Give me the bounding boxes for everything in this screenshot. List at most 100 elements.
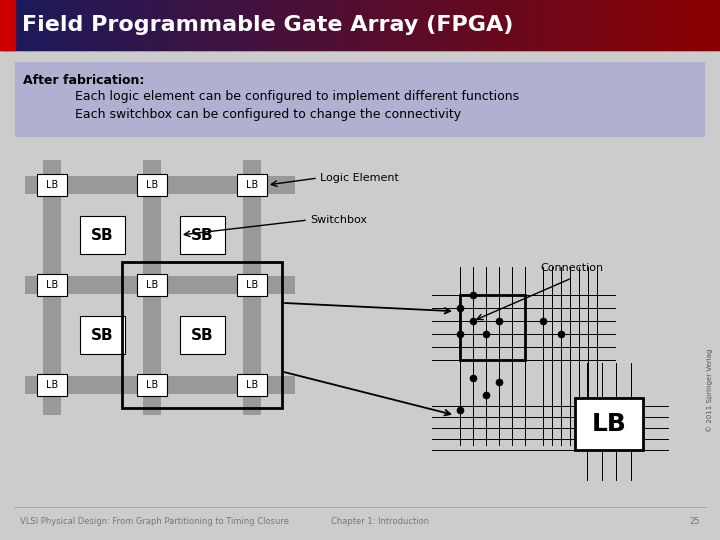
Bar — [365, 0, 368, 50]
Bar — [120, 0, 123, 50]
Bar — [259, 0, 263, 50]
Bar — [557, 0, 560, 50]
Bar — [65, 0, 68, 50]
Bar — [144, 0, 148, 50]
Bar — [389, 0, 392, 50]
Bar — [50, 0, 54, 50]
Bar — [271, 0, 274, 50]
Bar — [137, 374, 167, 396]
Bar — [0, 0, 15, 50]
Bar — [401, 0, 404, 50]
Bar — [247, 0, 251, 50]
Bar — [518, 0, 522, 50]
Bar — [502, 0, 505, 50]
Bar — [37, 174, 67, 196]
Bar — [125, 0, 128, 50]
Bar — [460, 295, 525, 360]
Bar — [441, 0, 445, 50]
Bar — [475, 0, 479, 50]
Bar — [341, 0, 344, 50]
Bar — [53, 0, 56, 50]
Bar — [526, 0, 529, 50]
Bar — [662, 0, 666, 50]
Bar — [317, 0, 320, 50]
Bar — [466, 0, 469, 50]
Bar — [590, 0, 594, 50]
Text: LB: LB — [246, 380, 258, 390]
Bar — [135, 0, 138, 50]
Bar — [194, 0, 198, 50]
Bar — [237, 374, 267, 396]
Bar — [80, 216, 125, 254]
Bar — [516, 0, 519, 50]
Bar — [490, 0, 493, 50]
Bar — [343, 0, 346, 50]
Bar — [528, 0, 531, 50]
Text: LB: LB — [46, 280, 58, 290]
Bar — [713, 0, 716, 50]
Bar — [122, 0, 126, 50]
Bar — [693, 0, 697, 50]
Bar — [214, 0, 217, 50]
Bar — [37, 374, 67, 396]
Bar — [665, 0, 668, 50]
Bar — [290, 0, 294, 50]
Bar — [9, 0, 13, 50]
Bar — [449, 0, 452, 50]
Bar — [367, 0, 371, 50]
Bar — [288, 0, 292, 50]
Bar — [110, 0, 114, 50]
Bar — [648, 0, 652, 50]
Bar — [574, 0, 577, 50]
Bar — [29, 0, 32, 50]
Bar — [571, 0, 575, 50]
Bar — [379, 0, 382, 50]
Bar — [607, 0, 611, 50]
Bar — [564, 0, 567, 50]
Bar — [108, 0, 112, 50]
Bar — [351, 0, 354, 50]
Bar — [708, 0, 711, 50]
Bar — [31, 0, 35, 50]
Bar — [492, 0, 495, 50]
Bar — [250, 0, 253, 50]
Bar — [228, 0, 231, 50]
Bar — [696, 0, 699, 50]
Bar — [499, 0, 503, 50]
Text: Chapter 1: Introduction: Chapter 1: Introduction — [331, 517, 429, 526]
Bar — [691, 0, 695, 50]
Bar — [269, 0, 272, 50]
Bar — [310, 0, 313, 50]
Bar — [434, 0, 438, 50]
Text: SB: SB — [191, 227, 213, 242]
Bar — [675, 0, 678, 50]
Bar — [283, 0, 287, 50]
Bar — [300, 0, 303, 50]
Bar — [619, 0, 623, 50]
Bar — [79, 0, 83, 50]
Bar — [211, 0, 215, 50]
Bar — [319, 0, 323, 50]
Bar — [355, 0, 359, 50]
Bar — [74, 0, 78, 50]
Bar — [487, 0, 490, 50]
Bar — [531, 0, 534, 50]
Bar — [91, 0, 94, 50]
Bar — [382, 0, 385, 50]
Bar — [276, 0, 279, 50]
Bar — [137, 174, 167, 196]
Bar — [405, 0, 409, 50]
Bar — [274, 0, 277, 50]
Bar — [639, 0, 642, 50]
Bar — [338, 0, 342, 50]
Bar — [122, 262, 282, 408]
Bar — [346, 0, 349, 50]
Bar — [221, 0, 224, 50]
Bar — [60, 0, 63, 50]
Bar — [614, 0, 618, 50]
Bar — [163, 0, 166, 50]
Bar — [161, 0, 164, 50]
Bar — [149, 0, 152, 50]
Bar — [156, 0, 159, 50]
Bar — [413, 0, 416, 50]
